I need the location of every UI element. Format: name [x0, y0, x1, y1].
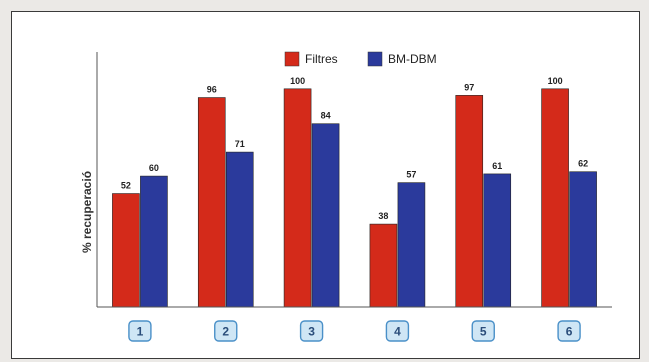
bar-filtres-5 — [455, 95, 484, 308]
category-box-3 — [299, 320, 324, 342]
category-box-6 — [557, 320, 581, 342]
value-label-bm-dbm-6: 62 — [578, 159, 588, 169]
value-label-bm-dbm-1: 60 — [149, 163, 159, 173]
category-label-6: 6 — [566, 325, 573, 339]
chart-frame: Filtres BM-DBM % recuperació 52 60 96 71 100 8… — [11, 11, 640, 359]
legend-swatch-filtres — [284, 51, 300, 67]
category-box-5 — [471, 320, 495, 342]
category-label-4: 4 — [394, 325, 401, 339]
value-labels-group: 52 60 96 71 100 84 38 57 97 61 100 62 — [121, 76, 588, 221]
value-label-filtres-3: 100 — [290, 76, 305, 86]
value-label-filtres-5: 97 — [464, 82, 474, 92]
bar-bm-dbm-2 — [225, 151, 254, 308]
legend-swatch-bm-dbm — [367, 51, 383, 67]
category-box-2 — [214, 320, 238, 342]
bar-bm-dbm-1 — [140, 175, 168, 308]
bar-bm-dbm-6 — [569, 171, 597, 308]
bars-group — [112, 88, 597, 308]
bar-bm-dbm-5 — [483, 173, 512, 308]
value-label-filtres-6: 100 — [548, 76, 563, 86]
category-box-1 — [128, 320, 152, 342]
bar-chart: Filtres BM-DBM % recuperació 526096711008… — [80, 51, 612, 342]
axes-group — [96, 52, 612, 308]
value-label-bm-dbm-2: 71 — [235, 139, 245, 149]
category-label-3: 3 — [308, 325, 315, 339]
bar-filtres-6 — [541, 88, 569, 308]
bar-bm-dbm-4 — [397, 182, 426, 308]
category-label-5: 5 — [480, 325, 487, 339]
legend-label-filtres: Filtres — [305, 52, 338, 66]
bar-filtres-3 — [283, 88, 312, 308]
bar-bm-dbm-3 — [311, 123, 340, 308]
value-label-filtres-4: 38 — [378, 211, 388, 221]
y-axis-label: % recuperació — [80, 171, 94, 253]
bar-filtres-4 — [369, 223, 398, 308]
category-labels-group: 1 2 3 4 5 6 — [128, 320, 581, 342]
value-label-bm-dbm-4: 57 — [406, 170, 416, 180]
legend: Filtres BM-DBM — [284, 51, 437, 67]
value-label-filtres-1: 52 — [121, 181, 131, 191]
category-box-4 — [385, 320, 410, 342]
category-label-2: 2 — [222, 325, 229, 339]
bar-filtres-2 — [197, 97, 226, 308]
legend-label-bm-dbm: BM-DBM — [388, 52, 437, 66]
bar-filtres-1 — [112, 193, 140, 308]
value-label-bm-dbm-5: 61 — [492, 161, 502, 171]
value-label-bm-dbm-3: 84 — [321, 111, 331, 121]
category-label-1: 1 — [137, 325, 144, 339]
value-label-filtres-2: 96 — [207, 85, 217, 95]
